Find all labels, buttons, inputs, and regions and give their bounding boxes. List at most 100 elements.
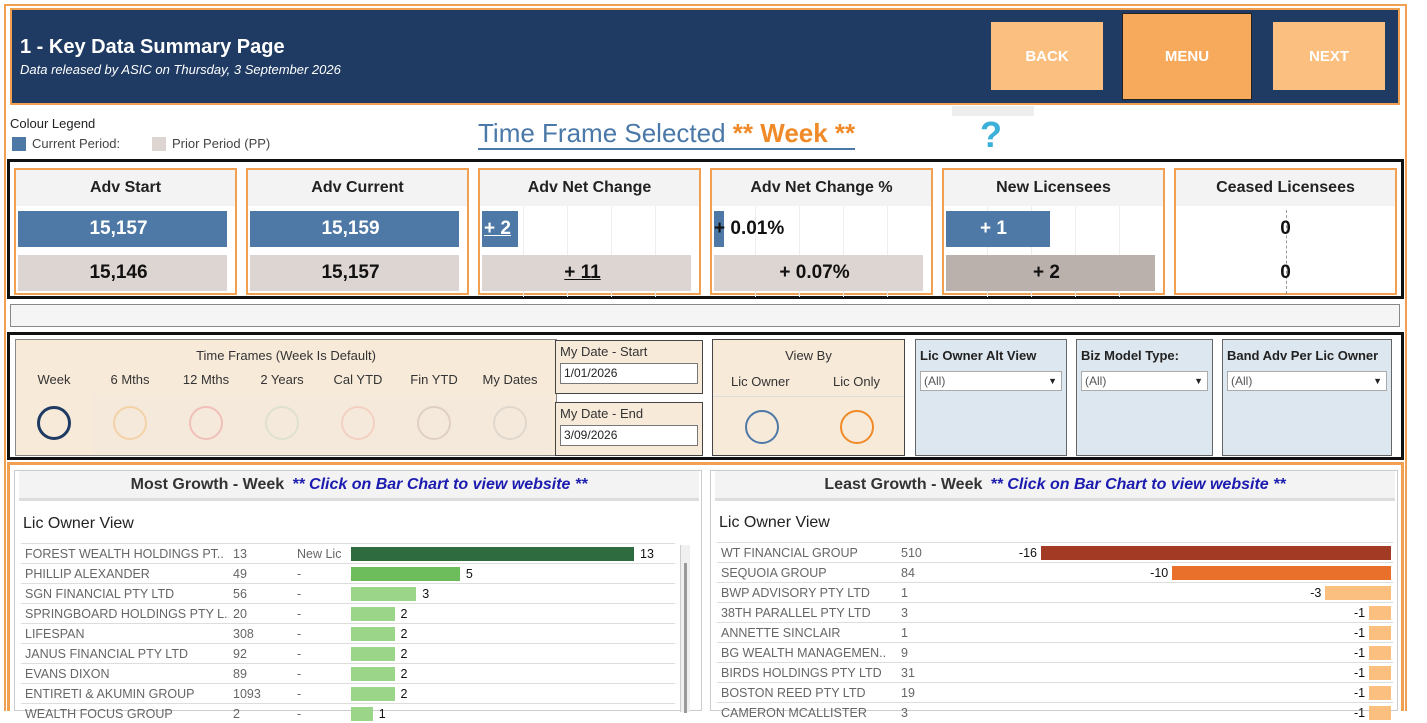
lic-owner-alt-view-select[interactable]: (All) ▼ [920,371,1062,391]
kpi-title: Ceased Licensees [1176,170,1395,206]
growth-value: 2 [400,607,408,621]
growth-bar[interactable] [351,707,373,721]
radio-mydates-icon[interactable] [493,406,527,440]
decline-bar[interactable] [1369,666,1391,680]
licence-status: - [297,687,302,701]
advisers-count: 20 [233,607,247,621]
radio-finytd-icon[interactable] [417,406,451,440]
decline-bar[interactable] [1369,646,1391,660]
timeframe-option-mydates[interactable]: My Dates [482,372,538,387]
kpi-prior-value: + 0.07% [779,262,850,283]
growth-bar[interactable] [351,567,460,581]
band-adv-per-lic-owner-select[interactable]: (All) ▼ [1227,371,1387,391]
kpi-current-row: 15,157 [16,211,235,247]
most-growth-click-note: ** Click on Bar Chart to view website ** [292,475,588,493]
growth-value: 13 [640,547,654,561]
decline-bar[interactable] [1369,706,1391,720]
kpi-prior-row: + 2 [944,255,1163,291]
decline-bar[interactable] [1369,606,1391,620]
growth-bar[interactable] [351,647,395,661]
growth-value: 3 [422,587,430,601]
radio-week-selected-icon[interactable] [37,406,71,440]
growth-bar[interactable] [351,687,395,701]
kpi-current-row: + 0.01% [712,211,931,247]
kpi-prior-row: 0 [1176,255,1395,291]
legend-prior-label: Prior Period (PP) [172,136,271,151]
kpi-prior-bar [18,255,227,291]
biz-model-type-select[interactable]: (All) ▼ [1081,371,1208,391]
timeframe-selected-title: Time Frame Selected ** Week ** [478,118,856,150]
radio-12mths-icon[interactable] [189,406,223,440]
decline-bar[interactable] [1172,566,1391,580]
dropdown-label: Band Adv Per Lic Owner [1227,348,1379,363]
advisers-count: 13 [233,547,247,561]
timeframe-option-12mths[interactable]: 12 Mths [182,372,230,387]
timeframe-option-6mths[interactable]: 6 Mths [110,372,150,387]
most-growth-scrollbar[interactable] [680,545,690,713]
radio-calytd-icon[interactable] [341,406,375,440]
decline-bar[interactable] [1369,686,1391,700]
growth-bar[interactable] [351,627,395,641]
kpi-prior-value: 0 [1280,262,1291,283]
kpi-current-row: 0 [1176,211,1395,247]
table-row: ENTIRETI & AKUMIN GROUP 1093 - 2 [21,683,675,703]
kpi-band: Adv Start 15,157 15,146 Adv Current 15,1… [7,159,1404,299]
kpi-prior-value: + 2 [1033,262,1060,283]
legend-current: Current Period: [12,136,120,151]
lic-owner-name: EVANS DIXON [25,667,110,681]
decline-bar[interactable] [1369,626,1391,640]
timeframe-option-week[interactable]: Week [37,372,71,387]
kpi-current-value[interactable]: + 2 [484,218,511,239]
kpi-prior-bar [946,255,1155,291]
dropdown-value: (All) [924,374,946,388]
table-row: SGN FINANCIAL PTY LTD 56 - 3 [21,583,675,603]
decline-value: -10 [1150,566,1169,580]
table-row: JANUS FINANCIAL PTY LTD 92 - 2 [21,643,675,663]
advisers-count: 56 [233,587,247,601]
timeframe-option-finytd[interactable]: Fin YTD [410,372,458,387]
my-date-start: My Date - Start 1/01/2026 [555,340,703,394]
timeframe-inactive-area [93,394,551,454]
growth-bar[interactable] [351,667,395,681]
dropdown-value: (All) [1231,374,1253,388]
kpi-current-row: 15,159 [248,211,467,247]
next-button[interactable]: NEXT [1273,22,1385,90]
licence-status: - [297,607,302,621]
timeframe-option-calytd[interactable]: Cal YTD [333,372,383,387]
scrollbar-thumb[interactable] [684,563,687,713]
my-date-end-input[interactable]: 3/09/2026 [560,425,698,446]
growth-bar[interactable] [351,547,634,561]
radio-2years-icon[interactable] [265,406,299,440]
advisers-count: 3 [901,706,908,720]
colour-legend-title: Colour Legend [10,116,96,131]
kpi-prior-value[interactable]: + 11 [564,262,601,283]
growth-bar[interactable] [351,587,417,601]
lic-owner-name: CAMERON MCALLISTER [721,706,867,720]
view-by-selector: View By Lic Owner Lic Only [712,339,905,456]
kpi-current-value: + 1 [980,218,1007,239]
kpi-current-row: + 2 [480,211,699,247]
lic-owner-name: LIFESPAN [25,627,85,641]
decline-value: -1 [1354,706,1366,720]
view-by-lic-only[interactable]: Lic Only [833,374,880,389]
lic-owner-name: ENTIRETI & AKUMIN GROUP [25,687,195,701]
radio-lic-owner-icon[interactable] [745,410,779,444]
my-date-start-input[interactable]: 1/01/2026 [560,363,698,384]
decline-bar[interactable] [1325,586,1391,600]
view-by-lic-owner[interactable]: Lic Owner [731,374,790,389]
legend-prior: Prior Period (PP) [152,136,270,151]
advisers-count: 1093 [233,687,261,701]
decline-bar[interactable] [1041,546,1391,560]
timeframe-option-2years[interactable]: 2 Years [260,372,304,387]
radio-6mths-icon[interactable] [113,406,147,440]
radio-lic-only-icon[interactable] [840,410,874,444]
table-row: SEQUOIA GROUP 84 -10 [717,562,1393,582]
menu-button[interactable]: MENU [1122,13,1252,100]
growth-bar[interactable] [351,607,395,621]
lic-owner-name: ANNETTE SINCLAIR [721,626,841,640]
timeframes-title: Time Frames (Week Is Default) [196,348,376,363]
back-button[interactable]: BACK [991,22,1103,90]
kpi-prior-bar [714,255,923,291]
lic-owner-name: SEQUOIA GROUP [721,566,827,580]
help-icon[interactable]: ? [980,114,1002,155]
